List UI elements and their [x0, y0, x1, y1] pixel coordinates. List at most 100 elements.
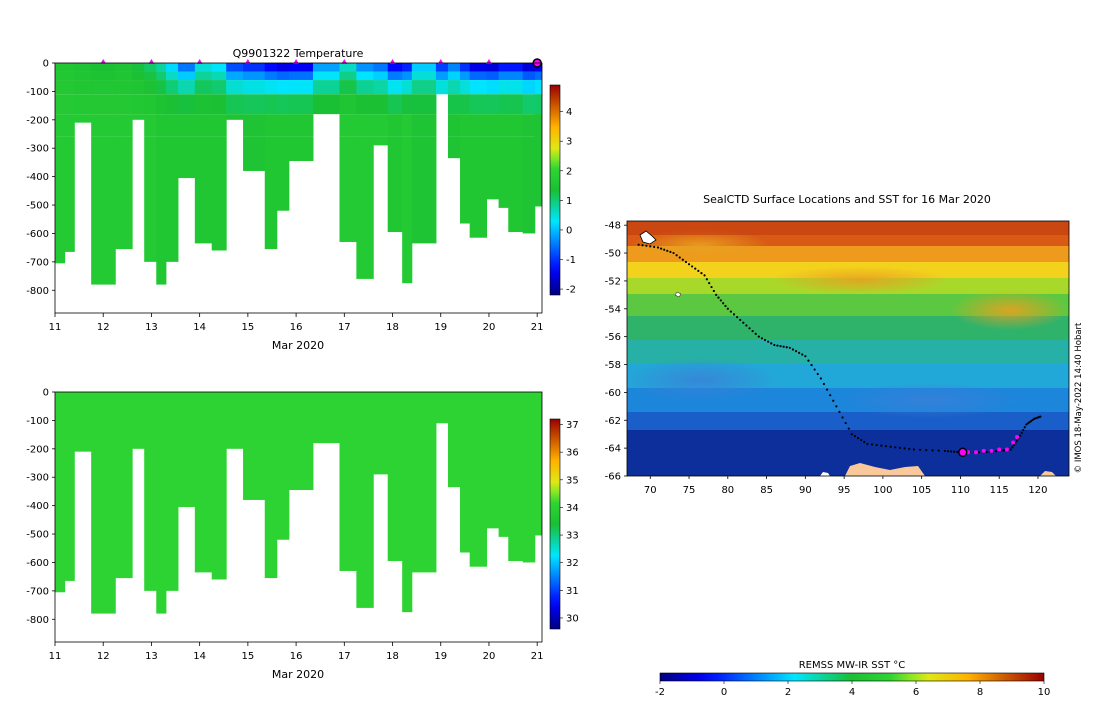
temperature-cell: [276, 71, 290, 81]
temperature-cell: [435, 71, 449, 81]
track-point: [829, 394, 832, 397]
temperature-cell: [165, 136, 179, 262]
sst-colorbar-tick-label: 6: [913, 687, 919, 698]
track-point: [788, 346, 791, 349]
temperature-chart-title: Q9901322 Temperature: [233, 47, 364, 60]
temperature-cell: [402, 80, 413, 95]
temperature-cell: [156, 71, 167, 81]
credit-text: © IMOS 18-May-2022 14:40 Hobart: [1074, 322, 1084, 473]
temperature-cell: [498, 136, 509, 208]
temperature-cell: [115, 94, 133, 115]
salinity-cell: [211, 392, 227, 580]
temperature-cell: [64, 114, 75, 137]
temperature-cell: [177, 136, 196, 179]
temperature-cell: [508, 94, 524, 115]
track-point: [687, 263, 691, 266]
temperature-cell: [387, 80, 403, 95]
salinity-cell: [64, 392, 75, 581]
track-point: [853, 435, 857, 438]
temperature-cell: [373, 63, 389, 72]
sst-map-lon-axis: 70 75 80 85 90 95 100 105 110 115 120: [644, 476, 1048, 496]
lon-tick-label: 70: [644, 485, 657, 496]
track-point: [684, 260, 688, 264]
x-tick-label: 11: [49, 322, 62, 333]
temperature-plot-frame: [54, 62, 543, 314]
temperature-cell: [288, 71, 314, 81]
temperature-cell: [177, 80, 196, 95]
temperature-colorbar-ticks: -2 -1 0 1 2 3 4: [560, 107, 576, 296]
track-point: [819, 377, 822, 380]
sst-colorbar-tick-label: 0: [721, 687, 727, 698]
track-point: [953, 450, 956, 453]
track-point: [860, 438, 863, 442]
temperature-cell: [64, 80, 75, 95]
track-point: [956, 450, 959, 454]
temperature-cell: [447, 136, 461, 159]
y-tick-label: -700: [26, 586, 49, 597]
temperature-cell: [91, 63, 116, 72]
lon-tick-label: 120: [1028, 485, 1047, 496]
salinity-cell: [226, 392, 244, 449]
temperature-cell: [288, 114, 314, 137]
temperature-cell: [177, 114, 196, 137]
track-point: [779, 345, 782, 348]
temperature-y-axis: 0 -100 -200 -300 -400 -500 -600 -700 -800: [26, 59, 55, 297]
salinity-cell: [194, 392, 213, 573]
track-point: [719, 299, 722, 302]
track-point: [785, 346, 788, 349]
temperature-cell: [534, 114, 542, 137]
temperature-cell: [339, 114, 357, 137]
temperature-cell: [74, 114, 92, 123]
salinity-cell: [469, 392, 488, 567]
salinity-cell: [74, 392, 92, 452]
temperature-cell: [91, 94, 116, 115]
track-point: [767, 340, 770, 343]
track-point: [776, 344, 779, 347]
temperature-cell: [211, 94, 227, 115]
lon-tick-label: 115: [990, 485, 1009, 496]
track-point: [736, 316, 739, 319]
salinity-cell: [55, 392, 66, 593]
sst-map: SealCTD Surface Locations and SST for 16…: [605, 193, 1084, 698]
temperature-cell: [312, 94, 340, 115]
temperature-x-axis: 11 12 13 14 15 16 17 18 19 20 21: [49, 313, 544, 333]
salinity-cell: [534, 392, 542, 536]
colorbar-tick-label: 1: [566, 196, 572, 207]
salinity-cell: [402, 392, 413, 613]
x-tick-label: 12: [97, 322, 110, 333]
recent-position-point: [981, 448, 986, 453]
track-point: [1019, 434, 1022, 437]
track-point: [946, 450, 950, 453]
temperature-cell: [508, 63, 524, 72]
temperature-cell: [264, 63, 278, 72]
colorbar-tick-label: 35: [566, 475, 579, 486]
temperature-cell: [165, 71, 179, 81]
temperature-cell: [447, 94, 461, 115]
temperature-cell: [264, 94, 278, 115]
temperature-cell: [460, 114, 471, 137]
salinity-colorbar-fill: [550, 419, 560, 629]
lat-tick-label: -52: [605, 276, 621, 287]
lon-tick-label: 105: [912, 485, 931, 496]
temperature-cell: [264, 136, 278, 250]
recent-position-point: [1004, 447, 1009, 452]
temperature-cell: [115, 63, 133, 72]
temperature-cell: [498, 94, 509, 115]
sst-field: [627, 221, 1069, 476]
temperature-cell: [211, 136, 227, 251]
temperature-cell: [243, 94, 266, 115]
temperature-cell: [508, 71, 524, 81]
temperature-cell: [165, 80, 179, 95]
track-point: [1020, 431, 1023, 434]
temperature-cell: [447, 80, 461, 95]
temperature-cell: [243, 80, 266, 95]
y-tick-label: -800: [26, 615, 49, 626]
recent-position-point: [1011, 440, 1016, 445]
temperature-cell: [115, 114, 133, 137]
antarctic-land: [845, 463, 925, 476]
temperature-cell: [288, 63, 314, 72]
temperature-cell: [522, 136, 536, 234]
track-point: [645, 244, 648, 247]
colorbar-tick-label: 3: [566, 137, 572, 148]
